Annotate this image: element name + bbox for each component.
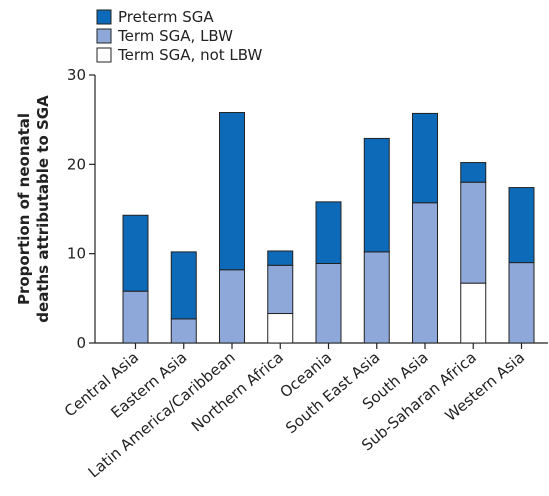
bar-segment	[170, 251, 197, 320]
y-axis-title-line: Proportion of neonatal	[15, 113, 33, 305]
bar-segment	[315, 201, 342, 264]
bars	[122, 112, 535, 344]
legend-swatch	[96, 47, 112, 63]
bar-segment	[363, 251, 390, 344]
bar-segment	[122, 290, 149, 344]
bar-segment	[122, 214, 149, 292]
bar-segment	[267, 264, 294, 315]
y-axis-title-line: deaths attributable to SGA	[34, 95, 52, 323]
legend-label: Preterm SGA	[118, 8, 214, 26]
legend-label: Term SGA, LBW	[117, 27, 233, 45]
bar-segment	[219, 112, 245, 271]
bar-segment	[508, 187, 535, 264]
bar-segment	[219, 269, 245, 344]
legend-swatch	[96, 28, 112, 44]
legend-label: Term SGA, not LBW	[117, 46, 263, 64]
bar-segment	[460, 181, 487, 284]
bar-segment	[363, 137, 390, 253]
bar-segment	[267, 313, 294, 344]
legend-swatch	[96, 9, 112, 25]
bar-segment	[267, 250, 294, 266]
y-tick-label: 0	[76, 334, 86, 352]
bar-segment	[460, 282, 487, 344]
bar-segment	[508, 262, 535, 344]
bar-segment	[170, 318, 197, 344]
y-tick-label: 30	[67, 66, 86, 84]
bar-segment	[315, 262, 342, 344]
y-axis-title: Proportion of neonatal deaths attributabl…	[15, 95, 52, 323]
y-axis: 0 10 20 30	[67, 66, 96, 352]
bar-segment	[412, 202, 438, 344]
bar-segment	[412, 112, 438, 204]
y-tick-label: 20	[67, 155, 86, 173]
bar-segment	[460, 162, 487, 183]
y-tick-label: 10	[67, 245, 86, 263]
